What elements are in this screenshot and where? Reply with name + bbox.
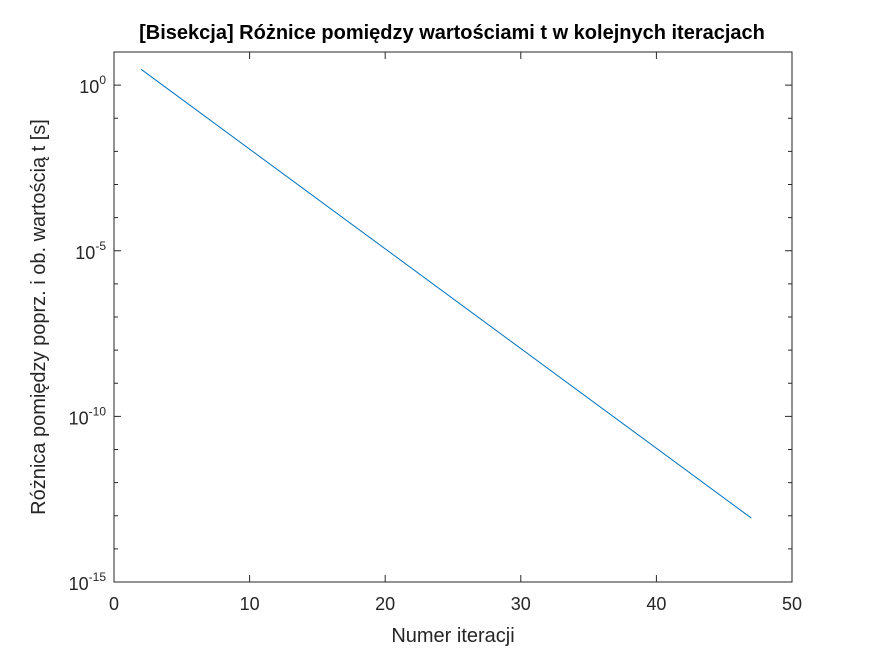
x-tick-label: 50 bbox=[782, 594, 802, 614]
y-tick-base: 10 bbox=[69, 574, 89, 594]
y-tick-exponent: 0 bbox=[99, 73, 106, 87]
series-group bbox=[140, 68, 752, 519]
plot-area bbox=[114, 52, 792, 582]
series-line-0 bbox=[140, 68, 752, 519]
y-tick-label: 10-5 bbox=[75, 239, 106, 263]
y-tick-base: 10 bbox=[79, 77, 99, 97]
x-tick-label: 10 bbox=[240, 594, 260, 614]
axes-box bbox=[113, 51, 793, 583]
x-axis-label: Numer iteracji bbox=[391, 625, 514, 647]
y-axis-label: Różnica pomiędzy poprz. i ob. wartością … bbox=[28, 119, 50, 515]
chart-title: [Bisekcja] Różnice pomiędzy wartościami … bbox=[139, 22, 765, 44]
x-tick-labels: 0 10 20 30 40 50 bbox=[109, 594, 802, 614]
y-tick-exponent: -5 bbox=[95, 239, 106, 253]
x-tick-label: 30 bbox=[511, 594, 531, 614]
y-tick-base: 10 bbox=[75, 243, 95, 263]
x-tick-label: 40 bbox=[646, 594, 666, 614]
y-tick-base: 10 bbox=[69, 408, 89, 428]
y-tick-exponent: -15 bbox=[89, 570, 107, 584]
x-tick-label: 0 bbox=[109, 594, 119, 614]
y-tick-label: 100 bbox=[79, 73, 106, 97]
y-tick-label: 10-15 bbox=[69, 570, 107, 594]
y-tick-exponent: -10 bbox=[89, 404, 107, 418]
y-tick-label: 10-10 bbox=[69, 404, 107, 428]
x-tick-label: 20 bbox=[375, 594, 395, 614]
